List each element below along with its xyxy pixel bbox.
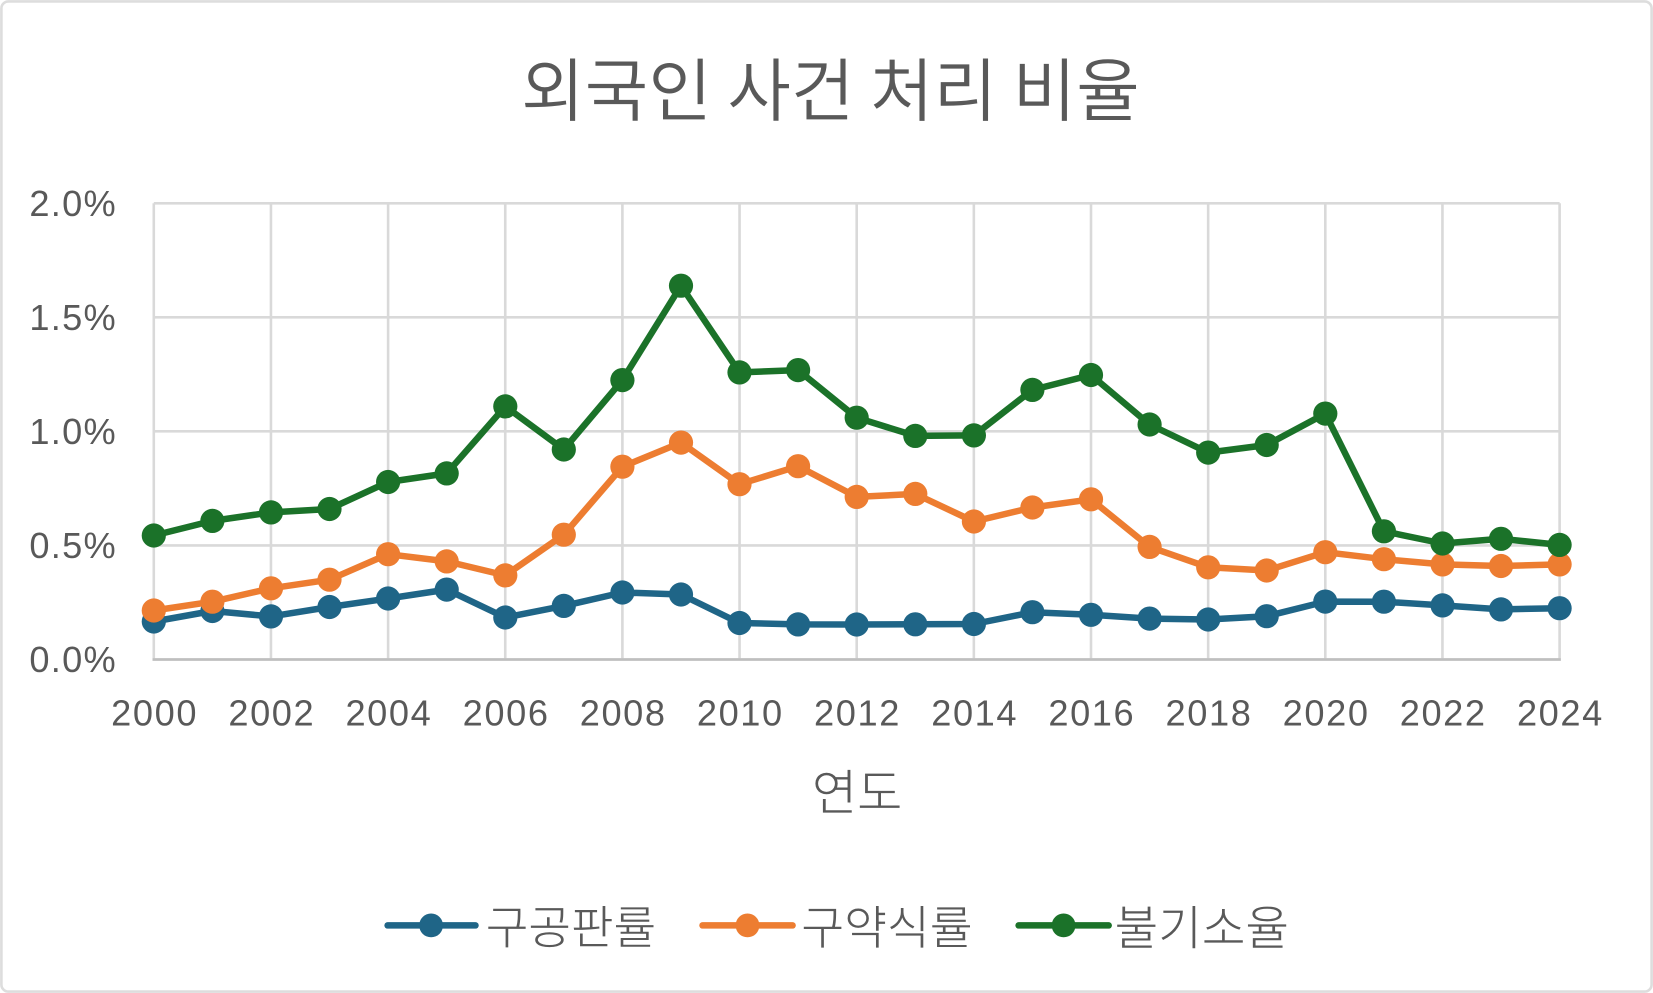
- svg-text:0.5%: 0.5%: [29, 525, 117, 566]
- svg-text:2024: 2024: [1517, 692, 1604, 733]
- svg-text:2004: 2004: [345, 692, 432, 733]
- svg-text:1.0%: 1.0%: [29, 411, 117, 452]
- svg-text:2016: 2016: [1048, 692, 1135, 733]
- svg-text:2020: 2020: [1283, 692, 1370, 733]
- svg-text:2018: 2018: [1166, 692, 1253, 733]
- svg-text:2.0%: 2.0%: [29, 183, 117, 224]
- svg-text:1.5%: 1.5%: [29, 297, 117, 338]
- svg-text:2012: 2012: [814, 692, 901, 733]
- svg-text:2000: 2000: [111, 692, 198, 733]
- svg-text:2014: 2014: [931, 692, 1018, 733]
- svg-text:2008: 2008: [580, 692, 667, 733]
- svg-text:2010: 2010: [697, 692, 784, 733]
- svg-text:0.0%: 0.0%: [29, 639, 117, 680]
- svg-text:2002: 2002: [228, 692, 315, 733]
- svg-text:2022: 2022: [1400, 692, 1487, 733]
- svg-text:2006: 2006: [463, 692, 550, 733]
